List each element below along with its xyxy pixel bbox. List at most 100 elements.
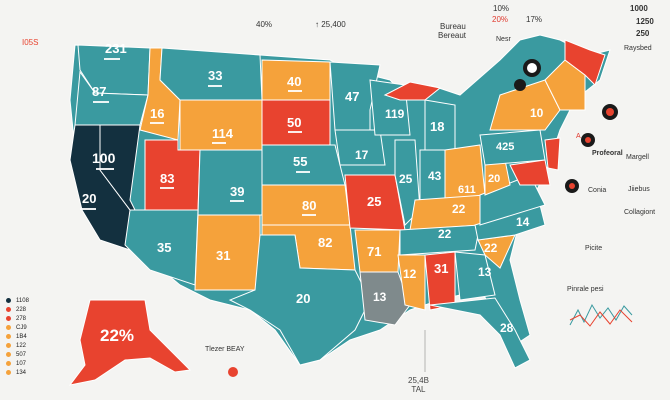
state-az[interactable] — [124, 209, 199, 286]
legend-item: 1B4 — [6, 332, 29, 341]
label-wv: 20 — [488, 173, 500, 185]
label-ar: 71 — [367, 244, 381, 259]
label-ny: 10 — [530, 106, 544, 120]
legend-item: CJ9 — [6, 323, 29, 332]
legend-label: CJ9 — [16, 324, 27, 331]
state-co[interactable] — [197, 149, 263, 216]
state-va[interactable] — [479, 174, 546, 226]
label-ks: 80 — [302, 198, 316, 213]
label-ne: 55 — [293, 154, 307, 169]
label-nd: 40 — [287, 74, 301, 89]
legend-swatch — [6, 343, 11, 348]
label-id: 16 — [150, 106, 164, 121]
label-ak: 22% — [100, 326, 134, 345]
label-pa: 425 — [496, 141, 514, 153]
state-md[interactable] — [509, 159, 551, 186]
header-25400: ↑ 25,400 — [315, 20, 346, 29]
header-top-left: I05S — [22, 38, 39, 47]
label-or: 87 — [92, 84, 106, 99]
side-label-conia: Conia — [588, 187, 607, 194]
side-label-nesr: Nesr — [496, 36, 511, 43]
legend-swatch — [6, 307, 11, 312]
badge-icon — [514, 79, 526, 91]
side-label-margell: Margell — [626, 154, 649, 161]
legend-label: 134 — [16, 369, 27, 376]
state-mi-upper[interactable] — [383, 81, 442, 101]
state-la[interactable] — [359, 271, 411, 326]
state-ms[interactable] — [397, 254, 426, 311]
header-40: 40% — [256, 20, 273, 29]
label-co: 39 — [230, 184, 244, 199]
label-wa: 231 — [105, 41, 127, 56]
legend-label: 107 — [16, 360, 27, 367]
legend-swatch — [6, 316, 11, 321]
header-bureau1: Bureau — [440, 22, 466, 31]
label-il: 25 — [399, 172, 413, 186]
legend-item: 278 — [6, 314, 29, 323]
header-1000: 1000 — [630, 4, 648, 13]
state-ga[interactable] — [454, 251, 496, 301]
label-ms: 12 — [403, 267, 417, 281]
label-ok: 82 — [318, 235, 332, 250]
label-al: 31 — [434, 261, 448, 276]
label-wi: 119 — [385, 107, 405, 121]
state-me[interactable] — [564, 39, 606, 86]
header-17: 17% — [526, 15, 543, 24]
legend-swatch — [6, 370, 11, 375]
label-mo: 25 — [367, 194, 381, 209]
legend-item: 228 — [6, 305, 29, 314]
state-nj[interactable] — [544, 137, 561, 171]
legend-item: 1108 — [6, 296, 29, 305]
state-ny[interactable] — [489, 79, 561, 131]
legend-item: 107 — [6, 359, 29, 368]
label-mt: 33 — [208, 68, 222, 83]
label-in: 43 — [428, 169, 442, 183]
state-ia[interactable] — [334, 129, 386, 166]
legend-item: 122 — [6, 341, 29, 350]
legend-swatch — [6, 352, 11, 357]
label-fl: 28 — [500, 321, 514, 335]
legend-item: 134 — [6, 368, 29, 377]
legend-item: 507 — [6, 350, 29, 359]
label-ca2: 20 — [82, 191, 96, 206]
legend-swatch — [6, 325, 11, 330]
legend-label: 228 — [16, 306, 27, 313]
label-sc: 22 — [484, 241, 498, 255]
bottom-line2: TAL — [411, 385, 426, 394]
header-bureau2: Bereaut — [438, 31, 467, 40]
header-20: 20% — [492, 15, 509, 24]
label-ky: 22 — [452, 202, 466, 216]
mini-chart — [568, 300, 638, 330]
legend-label: 1108 — [16, 297, 29, 304]
legend-swatch — [6, 298, 11, 303]
side-label-a: A — [576, 133, 581, 140]
side-label-rays: Raysbed — [624, 45, 652, 52]
state-or[interactable] — [74, 70, 149, 126]
legend-swatch — [6, 361, 11, 366]
label-az: 35 — [157, 240, 171, 255]
header-250: 250 — [636, 29, 650, 38]
state-ky[interactable] — [409, 194, 486, 231]
legend: 1108 228 278 CJ9 1B4 122 507 107 134 — [6, 296, 29, 377]
label-ut: 83 — [160, 171, 174, 186]
northeast-icons — [514, 59, 618, 193]
hawaii-label: Tlezer BEAY — [205, 346, 245, 353]
state-fl[interactable] — [429, 297, 531, 369]
state-mn[interactable] — [329, 61, 381, 131]
label-la: 13 — [373, 290, 387, 304]
state-ne-states[interactable] — [544, 59, 586, 111]
state-hi[interactable] — [228, 367, 238, 377]
side-label-collagiont: Collagiont — [624, 209, 656, 216]
side-label-proforal: Profeoral — [592, 150, 623, 157]
label-ia: 17 — [355, 148, 369, 162]
legend-swatch — [6, 334, 11, 339]
state-ak[interactable] — [68, 299, 192, 386]
state-tx[interactable] — [228, 234, 371, 366]
legend-label: 122 — [16, 342, 27, 349]
label-mn: 47 — [345, 89, 359, 104]
label-wy: 114 — [212, 126, 234, 141]
state-tn[interactable] — [399, 224, 481, 256]
side-label-picite: Picite — [585, 245, 603, 252]
label-oh: 611 — [458, 184, 476, 196]
bottom-total: 25,4B TAL — [408, 376, 429, 394]
